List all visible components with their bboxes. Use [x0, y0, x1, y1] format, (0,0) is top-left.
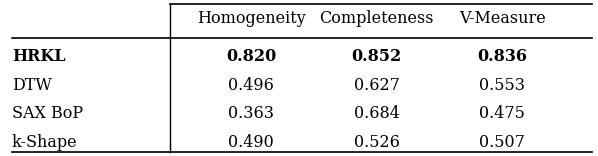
Text: Homogeneity: Homogeneity [197, 10, 306, 27]
Text: k-Shape: k-Shape [12, 134, 78, 151]
Text: 0.627: 0.627 [354, 77, 399, 93]
Text: 0.490: 0.490 [228, 134, 274, 151]
Text: 0.363: 0.363 [228, 105, 274, 122]
Text: HRKL: HRKL [12, 48, 65, 65]
Text: V-Measure: V-Measure [459, 10, 546, 27]
Text: 0.684: 0.684 [354, 105, 399, 122]
Text: DTW: DTW [12, 77, 52, 93]
Text: 0.475: 0.475 [480, 105, 525, 122]
Text: 0.507: 0.507 [480, 134, 525, 151]
Text: 0.526: 0.526 [354, 134, 399, 151]
Text: Completeness: Completeness [319, 10, 434, 27]
Text: SAX BoP: SAX BoP [12, 105, 83, 122]
Text: 0.820: 0.820 [226, 48, 276, 65]
Text: 0.496: 0.496 [228, 77, 274, 93]
Text: 0.553: 0.553 [480, 77, 525, 93]
Text: 0.852: 0.852 [352, 48, 402, 65]
Text: 0.836: 0.836 [477, 48, 527, 65]
